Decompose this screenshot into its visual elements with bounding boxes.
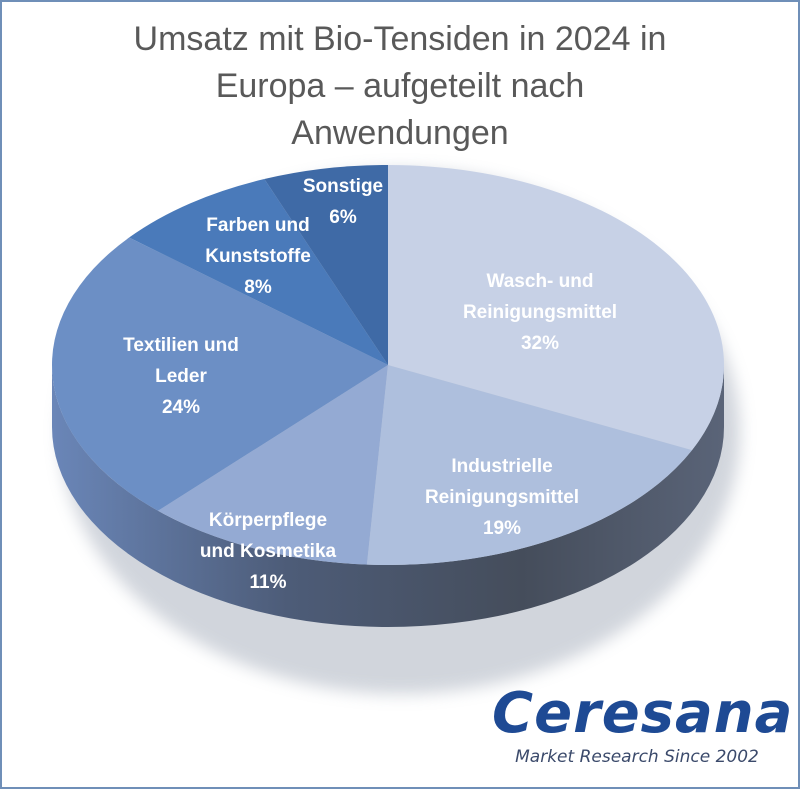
label-line: Sonstige [302,176,384,197]
pie-slice [388,165,724,451]
label-line: Kunststoffe [205,246,311,267]
slice-label-koerperpflege: Körperpflege und Kosmetika 11% [200,505,336,598]
label-value: 6% [329,207,357,228]
label-value: 8% [244,277,272,298]
ceresana-logo: Ceresana Market Research Since 2002 [492,681,794,768]
label-line: Industrielle [451,456,553,477]
label-value: 11% [249,572,287,593]
title-line-2: Europa – aufgeteilt nach [215,67,585,105]
chart-title: Umsatz mit Bio-Tensiden in 2024 in Europ… [0,16,800,157]
label-line: Reinigungsmittel [462,302,618,323]
label-value: 24% [161,397,201,418]
label-line: Leder [155,366,207,387]
slice-label-farben: Farben und Kunststoffe 8% [205,210,311,303]
pie-slice [51,237,388,511]
label-value: 32% [520,333,560,354]
slice-label-industrielle: Industrielle Reinigungsmittel 19% [425,451,579,544]
pie-slice [157,365,388,565]
label-line: Körperpflege [208,510,328,531]
label-line: Reinigungsmittel [424,487,580,508]
pie-slice [366,365,693,565]
label-value: 19% [482,518,522,539]
title-line-1: Umsatz mit Bio-Tensiden in 2024 in [133,20,667,58]
pie-side-wall [52,365,724,627]
label-line: Farben und [206,215,310,236]
pie-top [51,165,724,565]
logo-tagline: Market Research Since 2002 [515,747,759,767]
logo-name: Ceresana [492,681,794,746]
slice-label-wasch: Wasch- und Reinigungsmittel 32% [463,266,617,359]
pie-side [52,365,724,627]
label-line: Textilien und [123,335,239,356]
pie-slice [264,165,388,365]
title-line-3: Anwendungen [291,114,509,152]
label-line: Wasch- und [486,271,594,292]
slice-label-sonstige: Sonstige 6% [303,171,383,233]
label-line: und Kosmetika [199,541,337,562]
slice-label-textilien: Textilien und Leder 24% [123,330,239,423]
pie-slice [129,179,388,365]
